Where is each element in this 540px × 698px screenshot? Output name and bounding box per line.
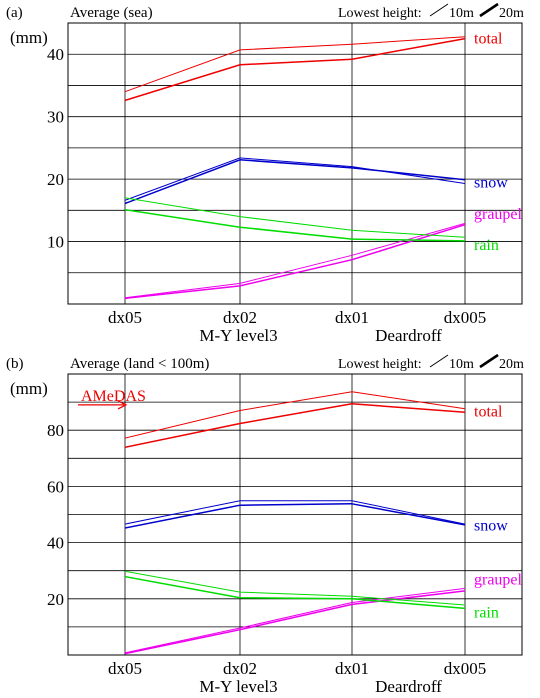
series-line-20m bbox=[351, 590, 466, 606]
series-line-20m bbox=[351, 503, 466, 526]
series-line-20m bbox=[351, 403, 466, 413]
y-tick-label: 40 bbox=[47, 534, 64, 553]
legend-entry: 20m bbox=[499, 6, 524, 21]
series-line-20m bbox=[124, 258, 353, 300]
series-line-20m bbox=[351, 223, 466, 261]
x-tick-label: dx02 bbox=[223, 308, 257, 327]
x-group-label: Deardroff bbox=[375, 326, 442, 345]
y-tick-label: 30 bbox=[47, 108, 64, 127]
series-line-10m bbox=[351, 391, 466, 410]
series-line-10m bbox=[351, 500, 466, 525]
series-line-10m bbox=[124, 602, 353, 654]
series-line-20m bbox=[124, 58, 353, 102]
series-line-10m bbox=[351, 595, 466, 606]
series-line-20m bbox=[351, 238, 466, 242]
panel-label: (a) bbox=[6, 5, 23, 21]
series-label: snow bbox=[474, 175, 508, 192]
series-line-20m bbox=[124, 603, 353, 655]
legend-entry: 10m bbox=[449, 357, 474, 372]
series-line-10m bbox=[124, 157, 353, 201]
legend-label: Lowest height: bbox=[338, 6, 422, 21]
series-line-20m bbox=[124, 575, 353, 600]
x-tick-label: dx005 bbox=[444, 308, 487, 327]
x-group-label: M-Y level3 bbox=[199, 677, 277, 696]
panel-label: (b) bbox=[6, 356, 24, 372]
series-line-20m bbox=[124, 403, 353, 449]
x-group-label: Deardroff bbox=[375, 677, 442, 696]
legend-entry: 10m bbox=[449, 6, 474, 21]
legend-label: Lowest height: bbox=[338, 357, 422, 372]
x-tick-label: dx05 bbox=[108, 659, 142, 678]
series-line-20m bbox=[124, 159, 353, 205]
series-line-20m bbox=[351, 167, 466, 181]
series-line-10m bbox=[124, 391, 353, 439]
y-tick-label: 20 bbox=[47, 590, 64, 609]
y-tick-label: 60 bbox=[47, 477, 64, 496]
series-label: graupel bbox=[474, 572, 523, 589]
series-line-10m bbox=[124, 43, 353, 93]
series-line-10m bbox=[124, 254, 353, 299]
y-tick-label: 40 bbox=[47, 45, 64, 64]
x-tick-label: dx01 bbox=[335, 659, 369, 678]
legend-swatch bbox=[429, 3, 449, 17]
x-tick-label: dx01 bbox=[335, 308, 369, 327]
y-unit-label: (mm) bbox=[10, 28, 48, 47]
series-line-10m bbox=[124, 500, 352, 525]
x-tick-label: dx005 bbox=[444, 659, 487, 678]
series-line-10m bbox=[124, 570, 353, 597]
series-label: total bbox=[474, 31, 503, 48]
chart-title: Average (land < 100m) bbox=[70, 356, 209, 372]
x-group-label: M-Y level3 bbox=[199, 326, 277, 345]
series-line-20m bbox=[351, 37, 466, 60]
x-tick-label: dx02 bbox=[223, 659, 257, 678]
series-line-10m bbox=[351, 229, 466, 238]
chart-title: Average (sea) bbox=[70, 5, 153, 21]
y-tick-label: 10 bbox=[47, 233, 64, 252]
x-tick-label: dx05 bbox=[108, 308, 142, 327]
series-line-20m bbox=[124, 208, 353, 240]
series-line-20m bbox=[351, 598, 466, 610]
series-line-10m bbox=[351, 36, 466, 45]
y-tick-label: 80 bbox=[47, 421, 64, 440]
series-label: snow bbox=[474, 517, 508, 534]
series-label: rain bbox=[474, 237, 499, 254]
legend-swatch bbox=[479, 2, 499, 18]
y-unit-label: (mm) bbox=[10, 379, 48, 398]
series-line-10m bbox=[124, 197, 353, 231]
series-label: graupel bbox=[474, 206, 523, 223]
series-line-20m bbox=[124, 503, 353, 529]
series-label: rain bbox=[474, 605, 499, 622]
series-label: total bbox=[474, 404, 503, 421]
legend-swatch bbox=[429, 354, 449, 368]
annotation-arrow-head bbox=[117, 400, 128, 410]
legend-swatch bbox=[479, 353, 499, 369]
annotation-label: AMeDAS bbox=[81, 388, 146, 405]
y-tick-label: 20 bbox=[47, 170, 64, 189]
plot-frame bbox=[67, 22, 523, 305]
legend-entry: 20m bbox=[499, 357, 524, 372]
